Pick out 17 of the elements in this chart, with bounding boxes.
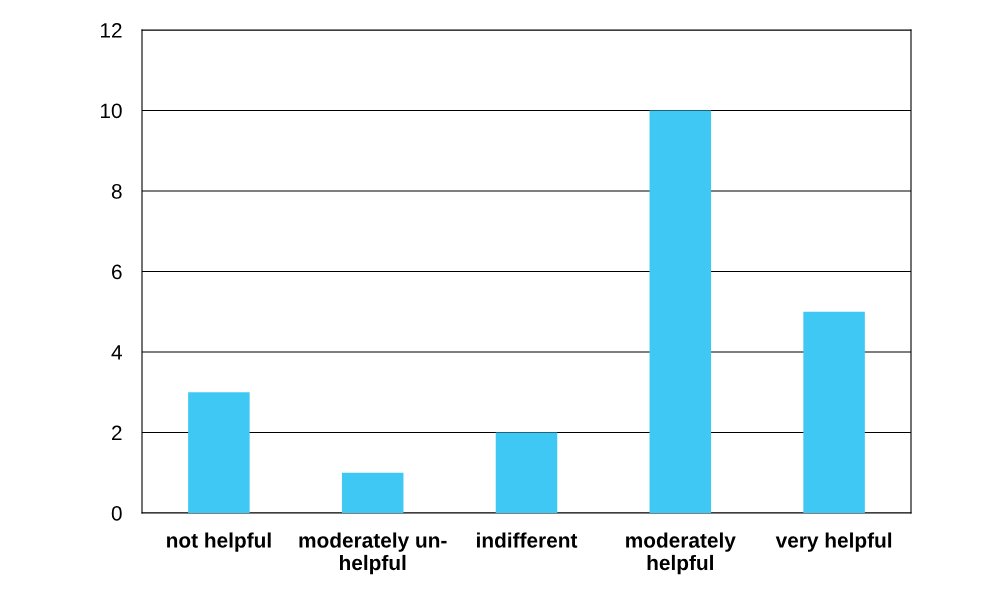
y-tick-label: 0 bbox=[111, 506, 122, 521]
bar bbox=[341, 472, 404, 513]
y-tick-label: 10 bbox=[100, 103, 122, 119]
bar bbox=[495, 432, 558, 513]
y-tick-label: 8 bbox=[111, 184, 122, 199]
bar bbox=[188, 392, 250, 513]
bar bbox=[803, 311, 865, 513]
x-tick-label: indifferent bbox=[477, 532, 578, 548]
y-tick-label: 12 bbox=[100, 23, 122, 38]
bar bbox=[649, 110, 712, 513]
y-tick-label: 4 bbox=[111, 345, 122, 360]
x-tick-label: moderately un- helpful bbox=[299, 532, 447, 575]
x-tick-label: moderately helpful bbox=[626, 532, 736, 575]
y-tick-label: 2 bbox=[112, 425, 122, 441]
x-tick-label: not helpful bbox=[167, 532, 271, 552]
x-tick-label: very helpful bbox=[775, 532, 892, 552]
y-tick-label: 6 bbox=[112, 264, 122, 280]
